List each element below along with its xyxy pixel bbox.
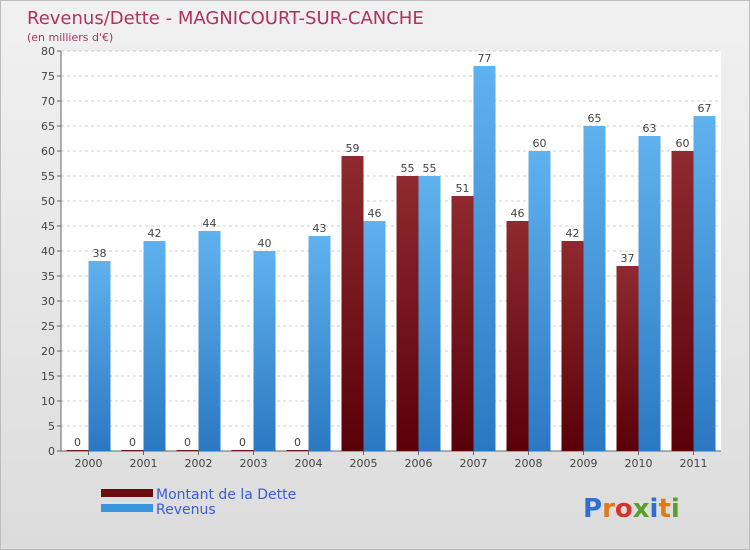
bar-revenus xyxy=(583,126,606,451)
data-label: 55 xyxy=(423,162,437,175)
data-label: 43 xyxy=(313,222,327,235)
data-label: 60 xyxy=(533,137,547,150)
bar-revenus xyxy=(473,66,496,451)
bar-revenus xyxy=(528,151,551,451)
y-tick-label: 70 xyxy=(41,95,55,108)
legend-swatch-dette xyxy=(101,489,153,497)
bar-revenus xyxy=(88,261,111,451)
bar-revenus xyxy=(693,116,716,451)
y-tick-label: 15 xyxy=(41,370,55,383)
y-tick-label: 75 xyxy=(41,70,55,83)
bar-revenus xyxy=(253,251,276,451)
data-label: 77 xyxy=(478,52,492,65)
legend-label-revenus: Revenus xyxy=(156,502,216,518)
y-tick-label: 30 xyxy=(41,295,55,308)
y-tick-label: 80 xyxy=(41,45,55,58)
bar-dette xyxy=(341,156,364,451)
data-label: 38 xyxy=(93,247,107,260)
data-label: 46 xyxy=(368,207,382,220)
x-tick-label: 2002 xyxy=(185,457,213,470)
data-label: 55 xyxy=(401,162,415,175)
data-label: 42 xyxy=(566,227,580,240)
x-tick-label: 2003 xyxy=(240,457,268,470)
bar-dette xyxy=(616,266,639,451)
y-tick-label: 20 xyxy=(41,345,55,358)
bar-revenus xyxy=(638,136,661,451)
data-label: 0 xyxy=(294,436,301,449)
data-label: 0 xyxy=(129,436,136,449)
data-label: 63 xyxy=(643,122,657,135)
y-tick-label: 55 xyxy=(41,170,55,183)
data-label: 65 xyxy=(588,112,602,125)
bar-dette xyxy=(396,176,419,451)
x-tick-label: 2000 xyxy=(75,457,103,470)
data-label: 59 xyxy=(346,142,360,155)
y-tick-label: 35 xyxy=(41,270,55,283)
data-label: 46 xyxy=(511,207,525,220)
x-tick-label: 2007 xyxy=(460,457,488,470)
y-tick-label: 40 xyxy=(41,245,55,258)
bar-revenus xyxy=(143,241,166,451)
bar-dette xyxy=(506,221,529,451)
data-label: 0 xyxy=(239,436,246,449)
proxiti-logo: Proxiti xyxy=(583,494,680,524)
data-label: 0 xyxy=(74,436,81,449)
data-label: 42 xyxy=(148,227,162,240)
proxiti-logo-text: Proxiti xyxy=(583,494,680,524)
data-label: 37 xyxy=(621,252,635,265)
legend-label-dette: Montant de la Dette xyxy=(156,487,296,503)
bar-dette xyxy=(561,241,584,451)
y-tick-label: 5 xyxy=(48,420,55,433)
x-tick-label: 2006 xyxy=(405,457,433,470)
y-tick-label: 50 xyxy=(41,195,55,208)
bar-revenus xyxy=(418,176,441,451)
data-label: 67 xyxy=(698,102,712,115)
data-label: 0 xyxy=(184,436,191,449)
bar-dette xyxy=(671,151,694,451)
x-tick-label: 2009 xyxy=(570,457,598,470)
data-label: 40 xyxy=(258,237,272,250)
y-tick-label: 0 xyxy=(48,445,55,458)
chart-subtitle: (en milliers d'€) xyxy=(27,31,113,44)
y-tick-label: 25 xyxy=(41,320,55,333)
y-tick-label: 10 xyxy=(41,395,55,408)
bar-dette xyxy=(286,450,309,451)
x-tick-label: 2001 xyxy=(130,457,158,470)
bar-revenus xyxy=(198,231,221,451)
bar-dette xyxy=(66,450,89,451)
bar-revenus xyxy=(308,236,331,451)
x-tick-label: 2004 xyxy=(295,457,323,470)
data-label: 60 xyxy=(676,137,690,150)
bar-dette xyxy=(121,450,144,451)
y-tick-label: 45 xyxy=(41,220,55,233)
bar-revenus xyxy=(363,221,386,451)
data-label: 44 xyxy=(203,217,217,230)
x-tick-label: 2010 xyxy=(625,457,653,470)
data-label: 51 xyxy=(456,182,470,195)
chart-title: Revenus/Dette - MAGNICOURT-SUR-CANCHE xyxy=(27,8,424,29)
x-tick-label: 2011 xyxy=(680,457,708,470)
legend-swatch-revenus xyxy=(101,504,153,512)
bar-dette xyxy=(176,450,199,451)
bar-dette xyxy=(231,450,254,451)
bar-dette xyxy=(451,196,474,451)
y-tick-label: 65 xyxy=(41,120,55,133)
x-tick-label: 2005 xyxy=(350,457,378,470)
x-tick-label: 2008 xyxy=(515,457,543,470)
y-tick-label: 60 xyxy=(41,145,55,158)
